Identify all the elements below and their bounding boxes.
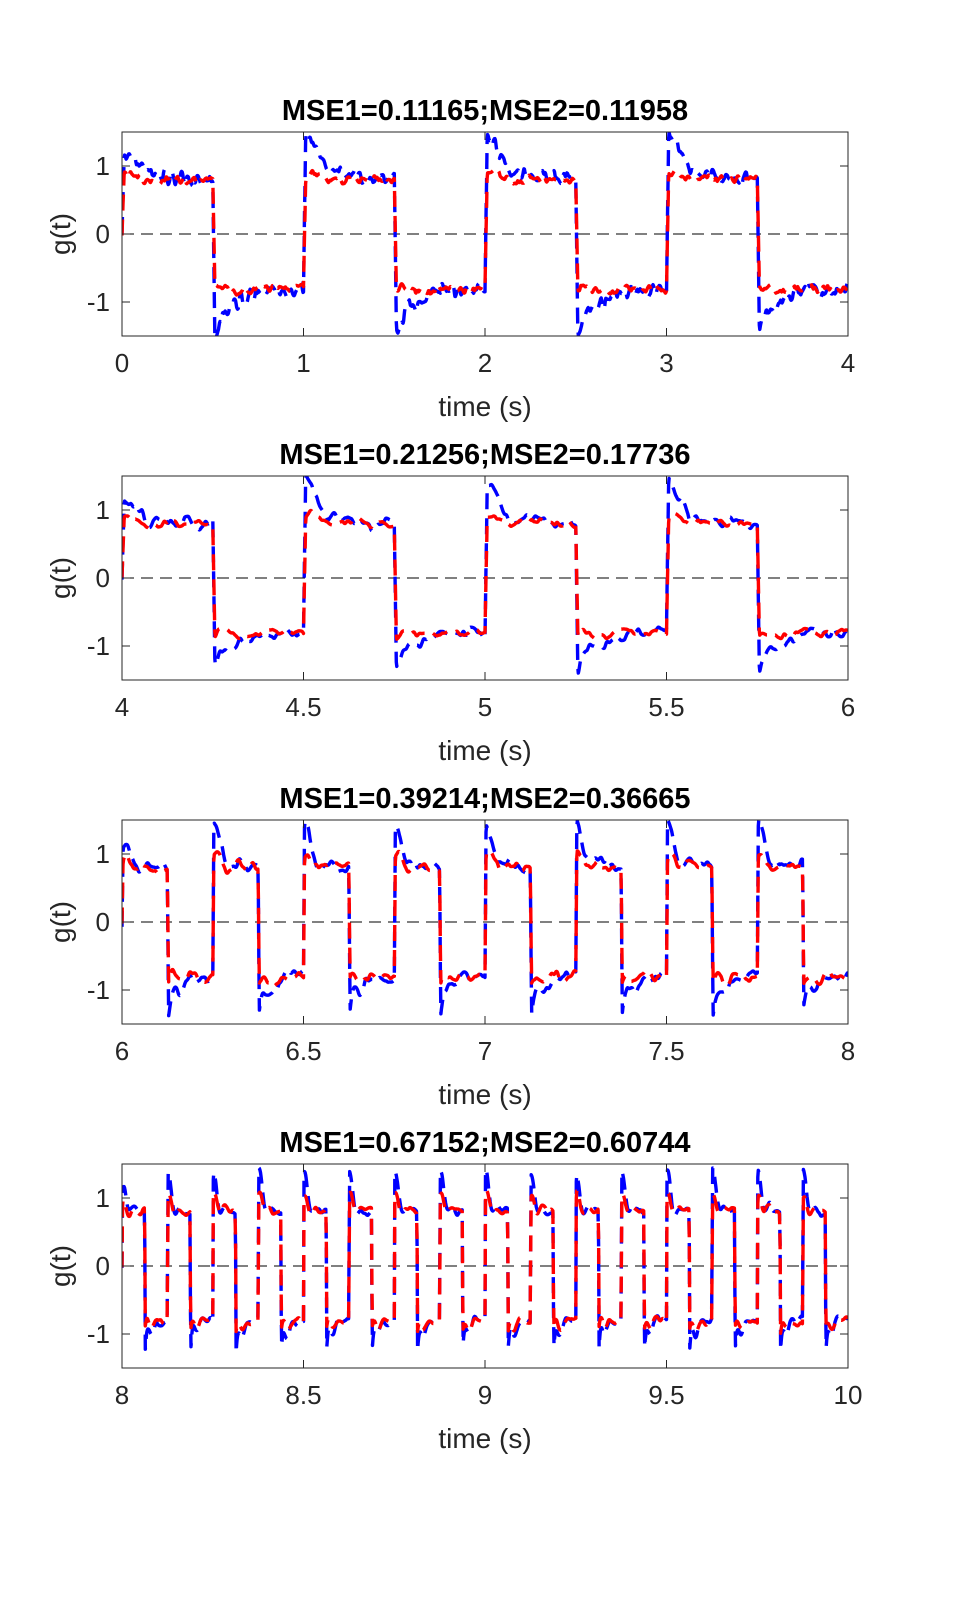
y-axis-label: g(t) <box>45 213 76 255</box>
y-tick-label: -1 <box>87 631 110 661</box>
x-tick-label: 9 <box>478 1380 492 1410</box>
x-tick-label: 4 <box>841 348 855 378</box>
x-tick-label: 4.5 <box>285 692 321 722</box>
x-tick-label: 9.5 <box>648 1380 684 1410</box>
x-tick-label: 7 <box>478 1036 492 1066</box>
x-tick-label: 8 <box>115 1380 129 1410</box>
y-axis-label: g(t) <box>45 901 76 943</box>
chart-title: MSE1=0.21256;MSE2=0.17736 <box>279 439 690 471</box>
series-line-1 <box>122 820 848 1018</box>
x-tick-label: 1 <box>296 348 310 378</box>
y-axis-label: g(t) <box>45 1245 76 1287</box>
chart-panel-3: 6 6.5 7 7.5 8 -1 0 1 MSE1=0.39214;MSE2=0.36665 ti… <box>45 783 855 1110</box>
chart-panel-2: 4 4.5 5 5.5 6 -1 0 1 MSE1=0.21256;MSE2=0.17736 ti… <box>45 439 855 766</box>
chart-panel-1: 0 1 2 3 4 -1 0 1 MSE1=0.11165;MSE2=0.11958 time (… <box>45 95 855 422</box>
x-axis-label: time (s) <box>438 391 531 422</box>
y-tick-label: -1 <box>87 975 110 1005</box>
chart-title: MSE1=0.39214;MSE2=0.36665 <box>279 783 690 815</box>
y-tick-label: 0 <box>96 1251 110 1281</box>
x-tick-label: 10 <box>834 1380 863 1410</box>
y-tick-label: 1 <box>96 839 110 869</box>
y-axis-label: g(t) <box>45 557 76 599</box>
y-tick-label: 0 <box>96 219 110 249</box>
x-tick-label: 0 <box>115 348 129 378</box>
x-tick-label: 4 <box>115 692 129 722</box>
series-line-2 <box>122 849 848 989</box>
x-axis-label: time (s) <box>438 1423 531 1454</box>
x-tick-label: 6 <box>841 692 855 722</box>
y-tick-label: 1 <box>96 151 110 181</box>
y-tick-label: 0 <box>96 907 110 937</box>
x-tick-label: 7.5 <box>648 1036 684 1066</box>
y-tick-label: 1 <box>96 495 110 525</box>
series-line-2 <box>122 508 848 641</box>
chart-panel-4: 8 8.5 9 9.5 10 -1 0 1 MSE1=0.67152;MSE2=0.60744 t… <box>45 1127 862 1454</box>
y-tick-label: 1 <box>96 1183 110 1213</box>
y-tick-label: 0 <box>96 563 110 593</box>
x-tick-label: 8.5 <box>285 1380 321 1410</box>
y-tick-label: -1 <box>87 1319 110 1349</box>
x-axis-label: time (s) <box>438 735 531 766</box>
chart-title: MSE1=0.11165;MSE2=0.11958 <box>282 95 688 127</box>
x-tick-label: 3 <box>659 348 673 378</box>
x-tick-label: 8 <box>841 1036 855 1066</box>
x-tick-label: 6 <box>115 1036 129 1066</box>
series-line-1 <box>122 132 848 336</box>
x-tick-label: 6.5 <box>285 1036 321 1066</box>
x-axis-label: time (s) <box>438 1079 531 1110</box>
x-tick-label: 2 <box>478 348 492 378</box>
series-line-2 <box>122 1188 848 1336</box>
chart-title: MSE1=0.67152;MSE2=0.60744 <box>279 1127 690 1159</box>
x-tick-label: 5 <box>478 692 492 722</box>
x-tick-label: 5.5 <box>648 692 684 722</box>
y-tick-label: -1 <box>87 287 110 317</box>
